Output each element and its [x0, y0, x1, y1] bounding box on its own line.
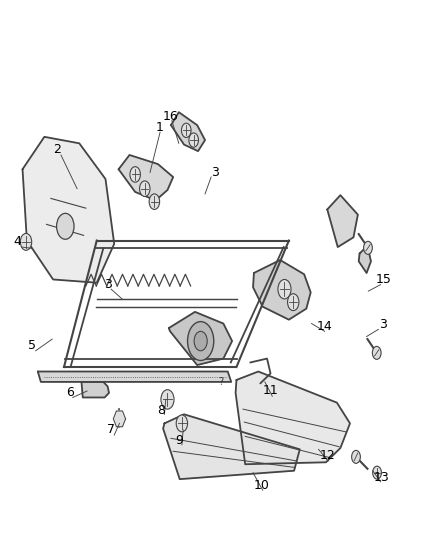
- Circle shape: [130, 167, 141, 182]
- Circle shape: [187, 321, 214, 360]
- Circle shape: [352, 450, 360, 463]
- Circle shape: [278, 279, 291, 299]
- Polygon shape: [253, 260, 311, 320]
- Polygon shape: [169, 312, 232, 365]
- Polygon shape: [171, 112, 205, 151]
- Text: 9: 9: [175, 434, 183, 447]
- Circle shape: [194, 332, 207, 351]
- Polygon shape: [113, 411, 126, 427]
- Polygon shape: [359, 246, 371, 273]
- Text: 3: 3: [104, 278, 112, 291]
- Circle shape: [364, 241, 372, 254]
- Text: 8: 8: [157, 404, 166, 417]
- Polygon shape: [163, 414, 300, 479]
- Circle shape: [288, 294, 299, 311]
- Circle shape: [372, 346, 381, 359]
- Polygon shape: [81, 382, 109, 398]
- Text: 15: 15: [376, 273, 392, 286]
- Text: 10: 10: [254, 479, 270, 492]
- Text: 4: 4: [13, 236, 21, 248]
- Polygon shape: [22, 137, 114, 282]
- Polygon shape: [236, 372, 350, 464]
- Circle shape: [176, 415, 187, 432]
- Polygon shape: [38, 372, 231, 382]
- Text: 6: 6: [66, 386, 74, 399]
- Circle shape: [189, 133, 198, 147]
- Circle shape: [20, 233, 32, 251]
- Circle shape: [181, 123, 191, 138]
- Text: 1: 1: [156, 120, 164, 134]
- Text: 2: 2: [53, 143, 61, 156]
- Text: 3: 3: [211, 166, 219, 179]
- Text: 13: 13: [374, 471, 389, 484]
- Circle shape: [149, 194, 159, 209]
- Text: 3: 3: [379, 318, 387, 332]
- Polygon shape: [119, 155, 173, 200]
- Circle shape: [57, 213, 74, 239]
- Polygon shape: [327, 195, 358, 247]
- Circle shape: [140, 181, 150, 197]
- Text: 14: 14: [317, 320, 332, 333]
- Text: 12: 12: [319, 449, 335, 462]
- Text: 7: 7: [107, 423, 115, 437]
- Text: 11: 11: [263, 384, 279, 398]
- Text: ?: ?: [219, 377, 224, 387]
- Text: 16: 16: [162, 110, 178, 123]
- Text: 5: 5: [28, 339, 36, 352]
- Circle shape: [161, 390, 174, 409]
- Circle shape: [373, 466, 381, 479]
